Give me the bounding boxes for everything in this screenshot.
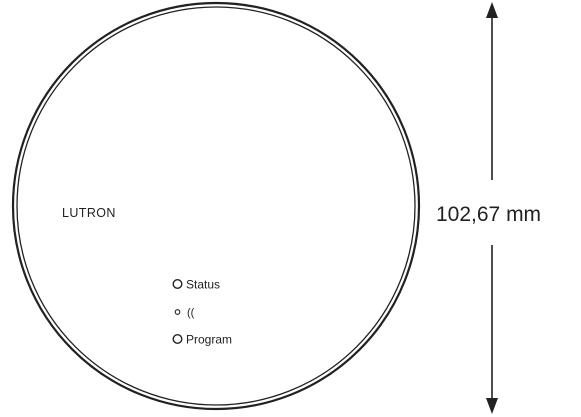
dimension-arrow-down-icon bbox=[486, 398, 498, 414]
status-led-icon bbox=[172, 279, 183, 290]
dimension-arrow-up-icon bbox=[486, 2, 498, 18]
device-inner-ring bbox=[16, 6, 416, 406]
device-outer-ring bbox=[11, 1, 421, 411]
brand-logo-text: LUTRON bbox=[62, 206, 116, 220]
device-body bbox=[11, 1, 421, 411]
wireless-signal-icon: (( bbox=[187, 307, 195, 319]
program-indicator: Program bbox=[172, 333, 232, 347]
program-led-icon bbox=[172, 334, 183, 345]
status-label: Status bbox=[186, 278, 220, 292]
wireless-symbol: (( bbox=[187, 307, 195, 319]
wireless-indicator: (( bbox=[174, 307, 195, 319]
status-indicator: Status bbox=[172, 278, 220, 292]
dimension-label: 102,67 mm bbox=[436, 203, 541, 226]
program-label: Program bbox=[186, 333, 232, 347]
dimension-line bbox=[486, 2, 498, 414]
wireless-led-icon bbox=[174, 309, 181, 315]
